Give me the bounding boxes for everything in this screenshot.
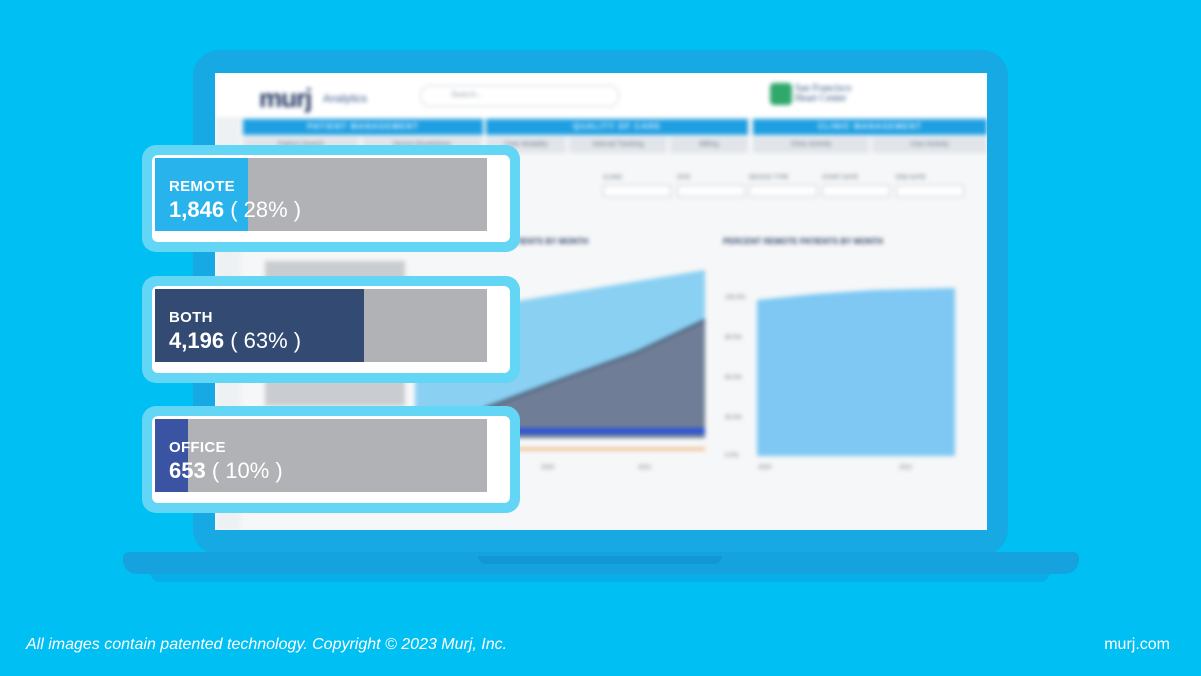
remote-bar-track: REMOTE 1,846 ( 28% ) xyxy=(155,158,487,231)
both-card: BOTH 4,196 ( 63% ) xyxy=(142,276,520,383)
both-label: BOTH xyxy=(169,309,213,326)
remote-percent-bars xyxy=(757,288,955,456)
remote-label: REMOTE xyxy=(169,178,235,195)
laptop-notch xyxy=(478,556,722,564)
laptop-base-shadow xyxy=(150,572,1050,582)
dashboard-header: murj Analytics Search... San Francisco H… xyxy=(215,73,987,117)
both-bar-fill xyxy=(155,289,365,362)
section-quality-of-care[interactable]: QUALITY OF CARE xyxy=(486,119,748,135)
office-bar-track: OFFICE 653 ( 10% ) xyxy=(155,419,487,492)
search-input[interactable]: Search... xyxy=(420,85,619,107)
right-chart-title: PERCENT REMOTE PATIENTS BY MONTH xyxy=(723,237,884,246)
filter-label-site: SITE xyxy=(677,175,691,181)
office-bar-fill xyxy=(155,419,189,492)
x-tick-2021-left: 2021 xyxy=(638,465,652,471)
site-link[interactable]: murj.com xyxy=(1104,636,1170,653)
filter-label-device-type: DEVICE TYPE xyxy=(749,175,789,181)
tab-user-activity[interactable]: User Activity xyxy=(872,137,987,153)
remote-percent: ( 28% ) xyxy=(230,197,302,222)
y-tick-0: 0.0% xyxy=(725,453,739,459)
y-tick-60: 60.0% xyxy=(725,375,743,381)
filter-label-clinic: CLINIC xyxy=(603,175,623,181)
site-select[interactable] xyxy=(677,185,745,197)
tab-interval-tracking[interactable]: Interval Tracking xyxy=(569,137,667,153)
office-value: 653 ( 10% ) xyxy=(169,458,283,484)
logo-subtitle: Analytics xyxy=(323,93,368,105)
clinic-select[interactable] xyxy=(603,185,671,197)
device-type-select[interactable] xyxy=(749,185,817,197)
x-tick-2020-right: 2020 xyxy=(758,465,772,471)
clinic-name-line2: Heart Center xyxy=(795,93,847,104)
no-care-band xyxy=(465,448,705,450)
filter-label-start-date: START DATE xyxy=(822,175,859,181)
y-tick-40: 40.0% xyxy=(725,415,743,421)
both-bar-track: BOTH 4,196 ( 63% ) xyxy=(155,289,487,362)
office-card: OFFICE 653 ( 10% ) xyxy=(142,406,520,513)
clinic-name-line1: San Francisco xyxy=(795,83,852,94)
y-tick-100: 100.0% xyxy=(725,295,746,301)
clinic-name: San Francisco Heart Center xyxy=(795,84,851,104)
both-count: 4,196 xyxy=(169,328,225,353)
right-bar-chart xyxy=(757,288,955,456)
office-label: OFFICE xyxy=(169,439,226,456)
office-band xyxy=(465,428,705,434)
office-percent: ( 10% ) xyxy=(211,458,283,483)
left-chart-title: PATIENTS BY MONTH xyxy=(505,237,589,246)
remote-count: 1,846 xyxy=(169,197,225,222)
tab-clinic-activity[interactable]: Clinic Activity xyxy=(753,137,869,153)
section-patient-management[interactable]: PATIENT MANAGEMENT xyxy=(243,119,483,135)
x-tick-2020-left: 2020 xyxy=(541,465,555,471)
murj-logo: murj xyxy=(259,83,312,113)
filter-label-end-date: END DATE xyxy=(896,175,926,181)
search-placeholder: Search... xyxy=(451,90,484,99)
clinic-logo-icon xyxy=(770,83,792,105)
office-count: 653 xyxy=(169,458,206,483)
y-tick-80: 80.0% xyxy=(725,335,743,341)
copyright-text: All images contain patented technology. … xyxy=(26,636,508,653)
start-date-select[interactable] xyxy=(822,185,890,197)
tab-billing[interactable]: Billing xyxy=(670,137,748,153)
both-line xyxy=(484,319,706,409)
both-percent: ( 63% ) xyxy=(230,328,302,353)
x-tick-2021-right: 2021 xyxy=(899,465,913,471)
remote-bar-fill xyxy=(155,158,248,231)
both-value: 4,196 ( 63% ) xyxy=(169,328,301,354)
remote-card: REMOTE 1,846 ( 28% ) xyxy=(142,145,520,252)
remote-value: 1,846 ( 28% ) xyxy=(169,197,301,223)
end-date-select[interactable] xyxy=(896,185,964,197)
section-clinic-management[interactable]: CLINIC MANAGEMENT xyxy=(753,119,987,135)
